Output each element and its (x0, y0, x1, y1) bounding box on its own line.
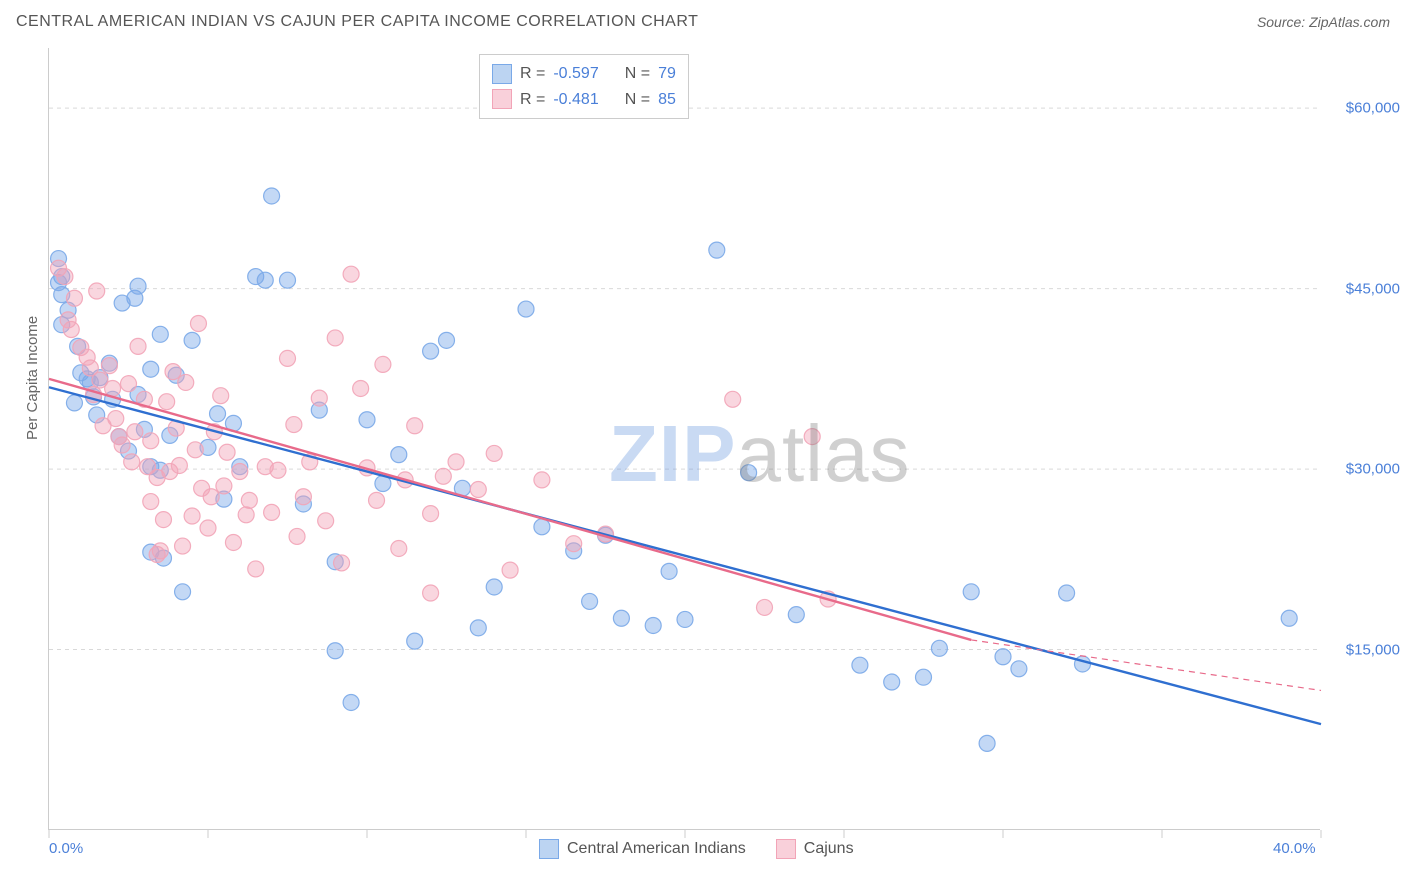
r-value: -0.481 (553, 87, 598, 113)
n-value: 85 (658, 87, 676, 113)
series-legend: Central American Indians Cajuns (539, 839, 854, 859)
n-label: N = (625, 61, 650, 87)
legend-label: Central American Indians (567, 840, 746, 858)
x-tick-label: 0.0% (49, 840, 83, 857)
series-swatch-icon (492, 64, 512, 84)
y-tick-label: $30,000 (1330, 461, 1400, 478)
stats-row: R = -0.597 N = 79 (492, 61, 676, 87)
stats-row: R = -0.481 N = 85 (492, 87, 676, 113)
y-tick-label: $15,000 (1330, 641, 1400, 658)
n-value: 79 (658, 61, 676, 87)
chart-title: CENTRAL AMERICAN INDIAN VS CAJUN PER CAP… (16, 13, 698, 31)
r-label: R = (520, 87, 545, 113)
y-axis-label: Per Capita Income (24, 316, 41, 440)
series-swatch-icon (492, 89, 512, 109)
plot-area: ZIPatlas R = -0.597 N = 79 R = -0.481 N … (48, 48, 1320, 830)
chart-svg (49, 48, 1321, 830)
legend-item: Central American Indians (539, 839, 746, 859)
legend-label: Cajuns (804, 840, 854, 858)
source-attribution: Source: ZipAtlas.com (1257, 14, 1390, 30)
correlation-stats-box: R = -0.597 N = 79 R = -0.481 N = 85 (479, 54, 689, 119)
series-swatch-icon (776, 839, 796, 859)
header-bar: CENTRAL AMERICAN INDIAN VS CAJUN PER CAP… (0, 0, 1406, 44)
y-tick-label: $60,000 (1330, 100, 1400, 117)
series-swatch-icon (539, 839, 559, 859)
r-label: R = (520, 61, 545, 87)
n-label: N = (625, 87, 650, 113)
r-value: -0.597 (553, 61, 598, 87)
y-tick-label: $45,000 (1330, 280, 1400, 297)
legend-item: Cajuns (776, 839, 854, 859)
x-tick-label: 40.0% (1273, 840, 1316, 857)
